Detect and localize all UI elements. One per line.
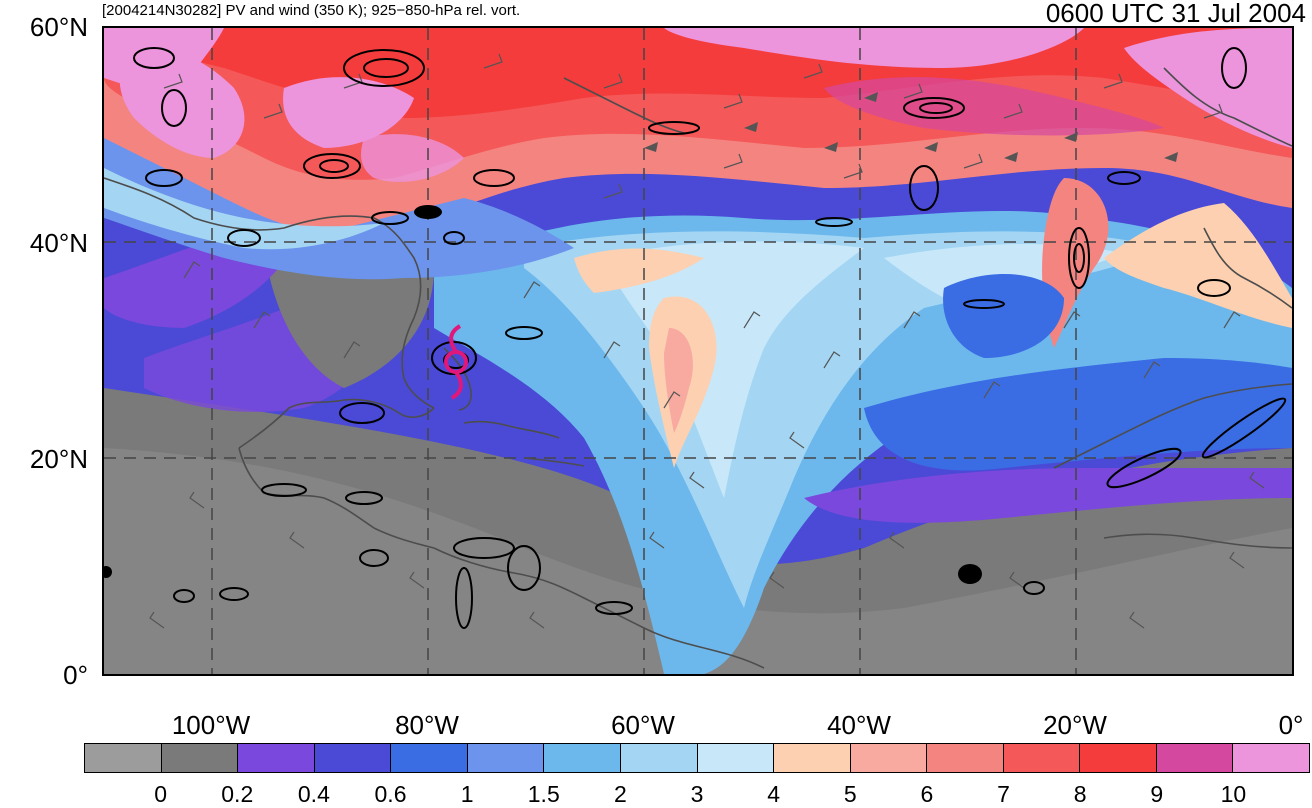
tropical-cyclone-icon: [444, 324, 468, 400]
map-panel: [102, 26, 1294, 676]
colorbar-swatch: [850, 744, 928, 772]
colorbar-tick-label: 3: [690, 781, 704, 807]
colorbar-tick-label: 4: [767, 781, 781, 807]
colorbar-swatch: [467, 744, 545, 772]
colorbar-swatch: [238, 744, 315, 772]
colorbar-tick-label: 8: [1073, 781, 1087, 807]
colorbar-tick-label: 2: [613, 781, 627, 807]
colorbar-tick-label: 0: [154, 781, 168, 807]
pv-colorbar: [84, 743, 1310, 773]
colorbar-tick-label: 9: [1150, 781, 1164, 807]
colorbar-swatch: [314, 744, 392, 772]
colorbar-tick-label: 5: [843, 781, 857, 807]
colorbar-swatch: [697, 744, 775, 772]
colorbar-swatch: [1003, 744, 1081, 772]
colorbar-swatch: [161, 744, 239, 772]
colorbar-swatch: [927, 744, 1004, 772]
colorbar-swatch: [1156, 744, 1234, 772]
lon-label-20w: 20°W: [1043, 710, 1107, 740]
lat-label-60n: 60°N: [29, 12, 88, 42]
pv-wind-map: [104, 28, 1292, 674]
colorbar-swatch: [1080, 744, 1157, 772]
lon-label-0: 0°: [1278, 710, 1304, 740]
map-valid-time: 0600 UTC 31 Jul 2004: [1045, 0, 1306, 28]
colorbar-tick-label: 7: [997, 781, 1010, 807]
colorbar-swatch: [544, 744, 621, 772]
lat-label-20n: 20°N: [29, 444, 88, 474]
lon-label-60w: 60°W: [611, 710, 675, 740]
colorbar-tick-label: 1: [460, 781, 474, 807]
lon-label-80w: 80°W: [395, 710, 459, 740]
lon-label-100w: 100°W: [171, 710, 251, 740]
colorbar-swatch: [391, 744, 468, 772]
colorbar-tick-label: 1.5: [527, 781, 560, 807]
lat-label-0: 0°: [63, 660, 88, 690]
colorbar-tick-label: 6: [920, 781, 934, 807]
colorbar-swatch: [1233, 744, 1309, 772]
colorbar-tick-label: 0.6: [374, 781, 407, 807]
lat-label-40n: 40°N: [29, 228, 88, 258]
map-title-left: [2004214N30282] PV and wind (350 K); 925…: [102, 2, 521, 19]
colorbar-swatch: [620, 744, 698, 772]
colorbar-tick-label: 10: [1220, 781, 1247, 807]
colorbar-swatch: [85, 744, 162, 772]
colorbar-swatch: [774, 744, 851, 772]
lon-label-40w: 40°W: [827, 710, 891, 740]
colorbar-tick-label: 0.2: [221, 781, 254, 807]
colorbar-tick-label: 0.4: [297, 781, 330, 807]
